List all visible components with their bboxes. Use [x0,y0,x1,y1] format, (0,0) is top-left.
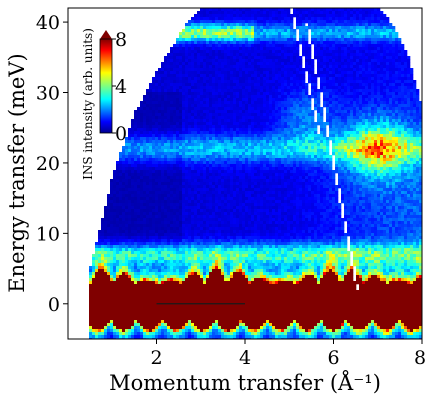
y-tick-label: 10 [36,223,60,245]
colorbar: 0 4 8 INS intensity (arb. units) [81,28,127,180]
heatmap [89,8,422,339]
colorbar-extend-arrow [100,30,112,39]
y-tick-label: 40 [36,12,60,34]
x-tick-label: 4 [239,347,251,369]
y-axis-label: Energy transfer (meV) [5,53,29,292]
colorbar-tick-label: 4 [115,76,127,98]
x-axis-ticks: 2 4 6 8 [150,339,426,369]
colorbar-label: INS intensity (arb. units) [81,28,95,180]
colorbar-ticks: 0 4 8 [112,29,127,145]
colorbar-tick-label: 0 [115,123,127,145]
y-tick-label: 0 [48,294,60,316]
colorbar-gradient [99,38,113,134]
x-axis-label: Momentum transfer (Å⁻¹) [109,370,381,395]
x-tick-label: 2 [150,347,162,369]
x-tick-label: 6 [327,347,339,369]
y-axis-ticks: 0 10 20 30 40 [36,12,68,316]
y-tick-label: 20 [36,153,60,175]
x-tick-label: 8 [414,347,426,369]
colorbar-tick-label: 8 [115,29,127,51]
y-tick-label: 30 [36,83,60,105]
